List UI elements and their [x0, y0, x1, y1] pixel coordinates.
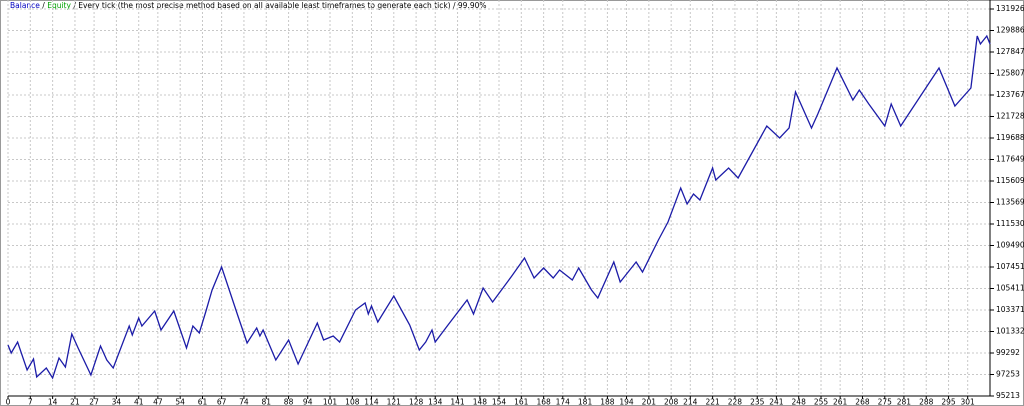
x-tick-label: 241 [769, 398, 784, 406]
x-tick-label: 141 [450, 398, 465, 406]
y-tick-label: 97253 [996, 369, 1020, 378]
x-tick-label: 94 [303, 398, 313, 406]
x-tick-label: 121 [387, 398, 402, 406]
y-tick-label: 121728 [996, 111, 1024, 120]
y-tick-label: 117649 [996, 154, 1024, 163]
x-tick-label: 47 [153, 398, 163, 406]
y-tick-label: 95213 [996, 391, 1020, 400]
x-tick-label: 134 [428, 398, 443, 406]
x-tick-label: 128 [409, 398, 424, 406]
x-tick-label: 261 [833, 398, 848, 406]
x-tick-label: 208 [664, 398, 679, 406]
title-part: Equity [47, 1, 71, 10]
title-separator: / [40, 1, 47, 10]
x-tick-label: 281 [897, 398, 912, 406]
x-tick-label: 7 [28, 398, 33, 406]
title-part: 99.90% [458, 1, 487, 10]
x-tick-label: 255 [814, 398, 829, 406]
x-tick-label: 67 [217, 398, 227, 406]
x-tick-label: 148 [473, 398, 488, 406]
x-tick-label: 268 [855, 398, 870, 406]
x-tick-label: 74 [239, 398, 249, 406]
x-tick-label: 201 [642, 398, 657, 406]
x-tick-label: 194 [619, 398, 634, 406]
x-tick-label: 114 [364, 398, 379, 406]
x-tick-label: 161 [514, 398, 529, 406]
y-tick-label: 115609 [996, 176, 1024, 185]
x-tick-label: 0 [6, 398, 11, 406]
y-tick-label: 107451 [996, 262, 1024, 271]
x-tick-label: 288 [919, 398, 934, 406]
x-tick-label: 235 [750, 398, 765, 406]
y-tick-label: 129886 [996, 26, 1024, 35]
x-tick-label: 295 [941, 398, 956, 406]
y-tick-label: 125807 [996, 69, 1024, 78]
x-tick-label: 14 [48, 398, 58, 406]
y-tick-label: 123767 [996, 90, 1024, 99]
x-tick-label: 228 [728, 398, 743, 406]
x-tick-label: 181 [578, 398, 593, 406]
x-tick-label: 41 [134, 398, 144, 406]
x-tick-label: 108 [345, 398, 360, 406]
title-separator: / [451, 1, 458, 10]
x-tick-label: 54 [175, 398, 185, 406]
x-tick-label: 214 [683, 398, 698, 406]
y-tick-label: 111530 [996, 219, 1024, 228]
x-tick-label: 221 [705, 398, 720, 406]
x-tick-label: 154 [492, 398, 507, 406]
x-tick-label: 301 [961, 398, 976, 406]
x-tick-label: 88 [284, 398, 294, 406]
y-tick-label: 131926 [996, 4, 1024, 13]
y-tick-label: 127847 [996, 47, 1024, 56]
y-tick-label: 119688 [996, 133, 1024, 142]
x-tick-label: 21 [70, 398, 80, 406]
x-tick-label: 275 [878, 398, 893, 406]
y-tick-label: 103371 [996, 305, 1024, 314]
y-tick-label: 109490 [996, 241, 1024, 250]
x-tick-label: 61 [198, 398, 208, 406]
title-part: Balance [10, 1, 40, 10]
balance-line [7, 34, 991, 380]
x-tick-label: 81 [261, 398, 271, 406]
x-tick-label: 188 [600, 398, 615, 406]
y-tick-label: 101332 [996, 326, 1024, 335]
y-tick-label: 99292 [996, 348, 1020, 357]
y-tick-label: 105411 [996, 284, 1024, 293]
title-part: Every tick (the most precise method base… [78, 1, 450, 10]
x-tick-label: 174 [556, 398, 571, 406]
x-tick-label: 168 [536, 398, 551, 406]
x-tick-label: 27 [89, 398, 99, 406]
x-tick-label: 101 [323, 398, 338, 406]
x-tick-label: 34 [112, 398, 122, 406]
y-tick-label: 113569 [996, 198, 1024, 207]
x-tick-label: 248 [792, 398, 807, 406]
